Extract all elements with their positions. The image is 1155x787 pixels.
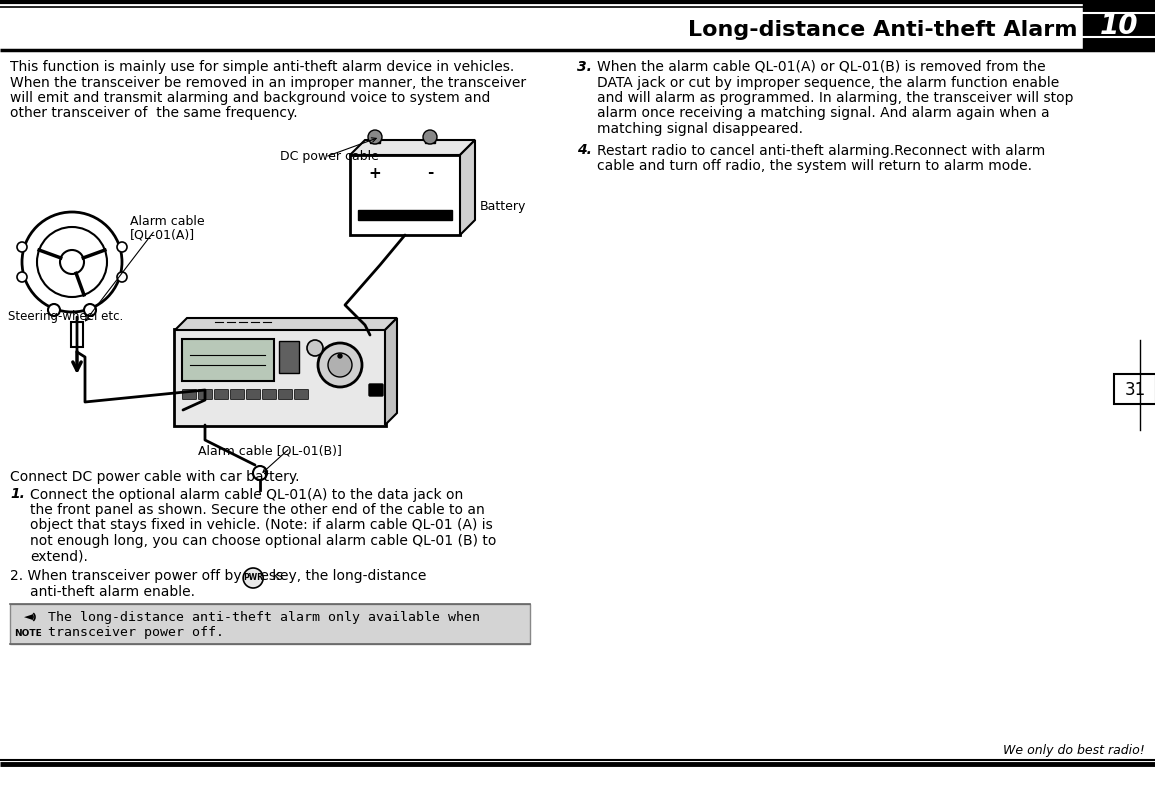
Circle shape <box>84 304 96 316</box>
Text: When the alarm cable QL-01(A) or QL-01(B) is removed from the: When the alarm cable QL-01(A) or QL-01(B… <box>597 60 1045 74</box>
FancyBboxPatch shape <box>70 322 83 347</box>
Text: When the transceiver be removed in an improper manner, the transceiver: When the transceiver be removed in an im… <box>10 76 527 90</box>
Polygon shape <box>460 140 475 235</box>
Text: The long-distance anti-theft alarm only available when: The long-distance anti-theft alarm only … <box>49 611 480 624</box>
Text: Connect DC power cable with car battery.: Connect DC power cable with car battery. <box>10 470 299 484</box>
Text: Restart radio to cancel anti-theft alarming.Reconnect with alarm: Restart radio to cancel anti-theft alarm… <box>597 143 1045 157</box>
FancyBboxPatch shape <box>368 384 383 396</box>
Circle shape <box>49 304 60 316</box>
Text: [QL-01(A)]: [QL-01(A)] <box>131 228 195 241</box>
Text: Battery: Battery <box>480 200 527 213</box>
Polygon shape <box>385 318 397 425</box>
Text: DATA jack or cut by improper sequence, the alarm function enable: DATA jack or cut by improper sequence, t… <box>597 76 1059 90</box>
Circle shape <box>253 466 267 480</box>
FancyBboxPatch shape <box>10 604 530 644</box>
FancyBboxPatch shape <box>278 390 292 400</box>
FancyBboxPatch shape <box>182 390 196 400</box>
FancyBboxPatch shape <box>370 133 380 143</box>
Text: object that stays fixed in vehicle. (Note: if alarm cable QL-01 (A) is: object that stays fixed in vehicle. (Not… <box>30 519 493 533</box>
Text: key, the long-distance: key, the long-distance <box>268 569 426 583</box>
Text: alarm once receiving a matching signal. And alarm again when a: alarm once receiving a matching signal. … <box>597 106 1050 120</box>
Polygon shape <box>176 318 397 330</box>
Text: Connect the optional alarm cable QL-01(A) to the data jack on: Connect the optional alarm cable QL-01(A… <box>30 487 463 501</box>
FancyBboxPatch shape <box>199 390 213 400</box>
Text: 1.: 1. <box>10 487 25 501</box>
FancyBboxPatch shape <box>215 390 229 400</box>
Circle shape <box>318 343 362 387</box>
Text: DC power cable: DC power cable <box>280 150 379 163</box>
FancyBboxPatch shape <box>174 329 386 426</box>
Text: extend).: extend). <box>30 549 88 563</box>
Circle shape <box>117 242 127 252</box>
Text: anti-theft alarm enable.: anti-theft alarm enable. <box>30 585 195 598</box>
Text: matching signal disappeared.: matching signal disappeared. <box>597 122 803 136</box>
Text: the front panel as shown. Secure the other end of the cable to an: the front panel as shown. Secure the oth… <box>30 503 485 517</box>
Text: 2. When transceiver power off by press: 2. When transceiver power off by press <box>10 569 288 583</box>
Text: Alarm cable: Alarm cable <box>131 215 204 228</box>
Text: other transceiver of  the same frequency.: other transceiver of the same frequency. <box>10 106 298 120</box>
FancyBboxPatch shape <box>280 341 299 373</box>
Text: and will alarm as programmed. In alarming, the transceiver will stop: and will alarm as programmed. In alarmin… <box>597 91 1073 105</box>
Circle shape <box>368 130 382 144</box>
FancyBboxPatch shape <box>231 390 245 400</box>
Text: This function is mainly use for simple anti-theft alarm device in vehicles.: This function is mainly use for simple a… <box>10 60 514 74</box>
Text: cable and turn off radio, the system will return to alarm mode.: cable and turn off radio, the system wil… <box>597 159 1033 173</box>
FancyBboxPatch shape <box>425 133 435 143</box>
FancyBboxPatch shape <box>1083 0 1155 50</box>
Circle shape <box>17 242 27 252</box>
FancyBboxPatch shape <box>246 390 261 400</box>
Circle shape <box>423 130 437 144</box>
Text: 10: 10 <box>1100 12 1138 40</box>
Text: will emit and transmit alarming and background voice to system and: will emit and transmit alarming and back… <box>10 91 491 105</box>
Text: not enough long, you can choose optional alarm cable QL-01 (B) to: not enough long, you can choose optional… <box>30 534 497 548</box>
FancyBboxPatch shape <box>358 210 452 220</box>
Circle shape <box>17 272 27 282</box>
Text: 31: 31 <box>1124 381 1146 399</box>
FancyBboxPatch shape <box>350 155 460 235</box>
FancyBboxPatch shape <box>1115 374 1155 404</box>
FancyBboxPatch shape <box>295 390 308 400</box>
Text: Long-distance Anti-theft Alarm: Long-distance Anti-theft Alarm <box>687 20 1076 40</box>
Polygon shape <box>350 140 475 155</box>
Text: 4.: 4. <box>578 143 591 157</box>
Text: transceiver power off.: transceiver power off. <box>49 626 224 639</box>
Circle shape <box>328 353 352 377</box>
Circle shape <box>338 354 342 358</box>
Text: NOTE: NOTE <box>14 630 42 638</box>
Text: -: - <box>427 165 433 180</box>
Text: ◄: ◄ <box>24 612 32 622</box>
Circle shape <box>244 568 263 588</box>
Text: Alarm cable [QL-01(B)]: Alarm cable [QL-01(B)] <box>198 445 342 458</box>
FancyBboxPatch shape <box>182 339 274 381</box>
Text: We only do best radio!: We only do best radio! <box>1004 744 1145 757</box>
FancyBboxPatch shape <box>262 390 276 400</box>
Text: Steering-wheel etc.: Steering-wheel etc. <box>8 310 124 323</box>
Circle shape <box>307 340 323 356</box>
Text: +: + <box>368 165 381 180</box>
Text: PWR: PWR <box>244 574 263 582</box>
Text: 3.: 3. <box>578 60 591 74</box>
Circle shape <box>117 272 127 282</box>
